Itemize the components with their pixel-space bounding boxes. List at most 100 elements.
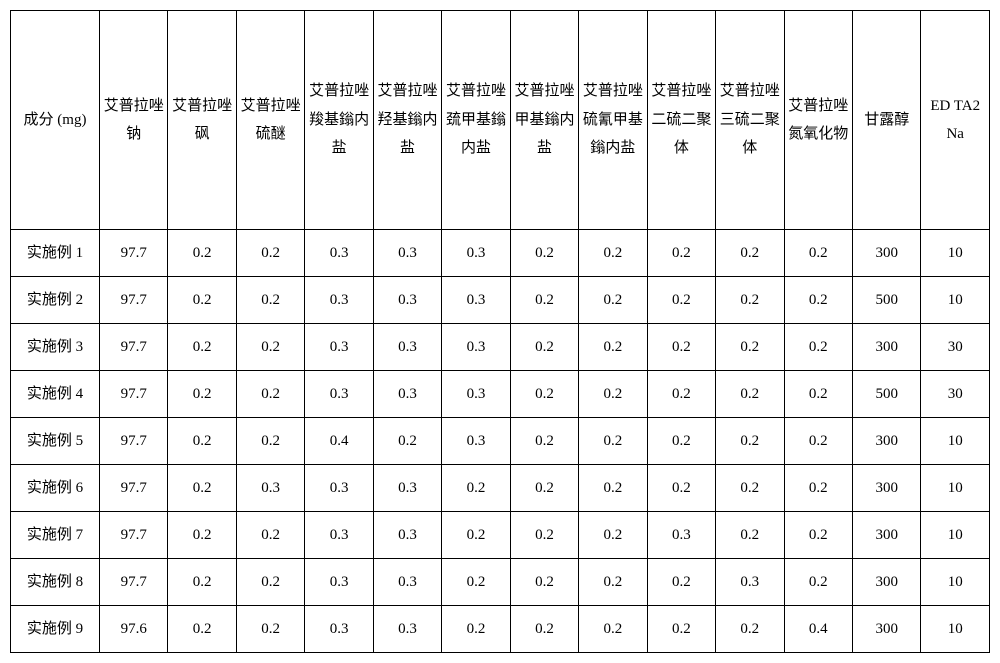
table-header: 成分 (mg) 艾普拉唑钠 艾普拉唑砜 艾普拉唑硫醚 艾普拉唑羧基鎓内盐 艾普拉… [11,11,990,230]
cell-value: 0.3 [442,277,510,324]
cell-value: 0.2 [647,277,715,324]
header-row: 成分 (mg) 艾普拉唑钠 艾普拉唑砜 艾普拉唑硫醚 艾普拉唑羧基鎓内盐 艾普拉… [11,11,990,230]
cell-value: 0.2 [510,512,578,559]
cell-value: 0.2 [716,230,784,277]
cell-value: 30 [921,371,990,418]
cell-value: 10 [921,465,990,512]
cell-value: 0.3 [305,230,373,277]
cell-value: 0.2 [168,277,236,324]
cell-value: 0.2 [510,559,578,606]
row-label: 实施例 1 [11,230,100,277]
cell-value: 0.2 [442,465,510,512]
row-label: 实施例 8 [11,559,100,606]
cell-value: 0.3 [442,230,510,277]
cell-value: 0.2 [716,277,784,324]
cell-value: 0.2 [168,418,236,465]
cell-value: 0.2 [579,324,647,371]
cell-value: 0.2 [236,371,304,418]
cell-value: 0.2 [236,559,304,606]
cell-value: 0.3 [305,324,373,371]
cell-value: 97.7 [100,512,168,559]
cell-value: 0.2 [442,559,510,606]
cell-value: 0.2 [373,418,441,465]
cell-value: 0.2 [716,418,784,465]
cell-value: 300 [852,512,920,559]
table-row: 实施例 697.70.20.30.30.30.20.20.20.20.20.23… [11,465,990,512]
col-header: 艾普拉唑钠 [100,11,168,230]
composition-table: 成分 (mg) 艾普拉唑钠 艾普拉唑砜 艾普拉唑硫醚 艾普拉唑羧基鎓内盐 艾普拉… [10,10,990,653]
table-row: 实施例 997.60.20.20.30.30.20.20.20.20.20.43… [11,606,990,653]
cell-value: 0.2 [236,324,304,371]
cell-value: 0.2 [716,465,784,512]
cell-value: 0.3 [373,324,441,371]
table-row: 实施例 897.70.20.20.30.30.20.20.20.20.30.23… [11,559,990,606]
cell-value: 97.7 [100,371,168,418]
table-row: 实施例 497.70.20.20.30.30.30.20.20.20.20.25… [11,371,990,418]
col-header: 甘露醇 [852,11,920,230]
cell-value: 0.2 [168,512,236,559]
cell-value: 0.2 [647,371,715,418]
cell-value: 10 [921,418,990,465]
col-header: ED TA2 Na [921,11,990,230]
row-label: 实施例 5 [11,418,100,465]
cell-value: 0.3 [442,418,510,465]
cell-value: 0.2 [579,465,647,512]
cell-value: 97.7 [100,324,168,371]
table-row: 实施例 797.70.20.20.30.30.20.20.20.30.20.23… [11,512,990,559]
cell-value: 300 [852,465,920,512]
col-header: 艾普拉唑羟基鎓内盐 [373,11,441,230]
cell-value: 0.4 [784,606,852,653]
cell-value: 0.2 [168,324,236,371]
col-header: 艾普拉唑二硫二聚体 [647,11,715,230]
cell-value: 0.2 [168,559,236,606]
cell-value: 0.2 [784,324,852,371]
cell-value: 0.2 [236,512,304,559]
cell-value: 0.3 [236,465,304,512]
cell-value: 0.3 [305,371,373,418]
cell-value: 0.2 [716,606,784,653]
col-header: 艾普拉唑羧基鎓内盐 [305,11,373,230]
cell-value: 0.2 [647,324,715,371]
cell-value: 0.3 [305,512,373,559]
cell-value: 0.2 [784,512,852,559]
row-label: 实施例 9 [11,606,100,653]
cell-value: 300 [852,606,920,653]
cell-value: 10 [921,230,990,277]
cell-value: 0.2 [716,324,784,371]
cell-value: 0.2 [647,465,715,512]
cell-value: 10 [921,277,990,324]
cell-value: 0.2 [236,230,304,277]
cell-value: 0.3 [373,277,441,324]
cell-value: 0.2 [236,277,304,324]
row-label: 实施例 7 [11,512,100,559]
cell-value: 0.3 [305,465,373,512]
cell-value: 0.2 [647,559,715,606]
cell-value: 0.4 [305,418,373,465]
cell-value: 97.7 [100,465,168,512]
cell-value: 0.2 [510,418,578,465]
cell-value: 0.2 [579,418,647,465]
cell-value: 300 [852,559,920,606]
col-header: 艾普拉唑巯甲基鎓内盐 [442,11,510,230]
cell-value: 0.2 [784,371,852,418]
cell-value: 500 [852,277,920,324]
col-header: 艾普拉唑三硫二聚体 [716,11,784,230]
col-header: 艾普拉唑硫醚 [236,11,304,230]
cell-value: 0.2 [510,277,578,324]
cell-value: 0.2 [716,512,784,559]
cell-value: 0.2 [579,230,647,277]
row-label: 实施例 2 [11,277,100,324]
cell-value: 0.2 [442,606,510,653]
table-row: 实施例 397.70.20.20.30.30.30.20.20.20.20.23… [11,324,990,371]
cell-value: 0.2 [236,606,304,653]
cell-value: 0.2 [168,606,236,653]
cell-value: 10 [921,606,990,653]
cell-value: 0.3 [305,277,373,324]
table-body: 实施例 197.70.20.20.30.30.30.20.20.20.20.23… [11,230,990,653]
col-header: 艾普拉唑氮氧化物 [784,11,852,230]
cell-value: 0.3 [373,512,441,559]
cell-value: 0.2 [647,606,715,653]
col-header: 艾普拉唑硫氰甲基鎓内盐 [579,11,647,230]
cell-value: 0.2 [510,606,578,653]
cell-value: 0.3 [305,606,373,653]
